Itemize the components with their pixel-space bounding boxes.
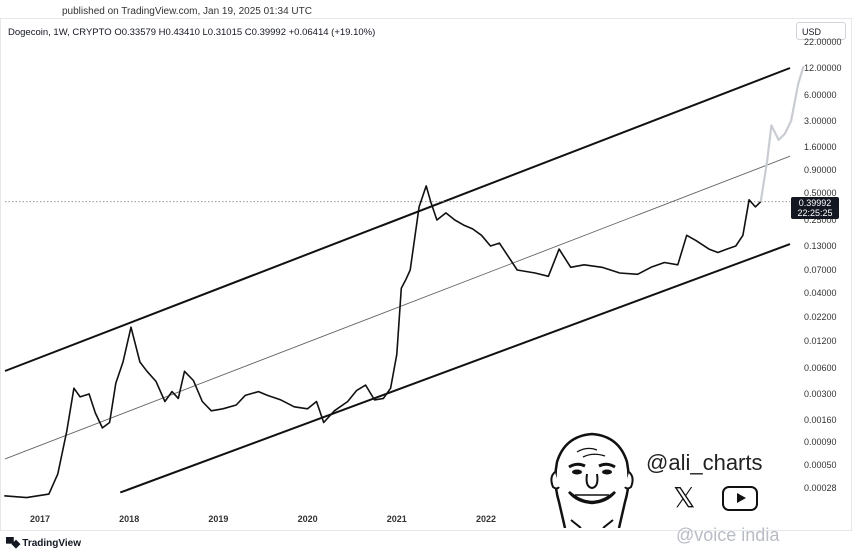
x-tick-label: 2022 (475, 514, 497, 524)
symbol-ohlc-legend: Dogecoin, 1W, CRYPTO O0.33579 H0.43410 L… (8, 27, 375, 38)
y-tick-label: 0.00050 (804, 460, 837, 470)
x-tick-label: 2018 (119, 514, 140, 524)
x-tick-label: 2017 (29, 514, 51, 524)
ohlc-values: O0.33579 H0.43410 L0.31015 C0.39992 +0.0… (114, 27, 376, 38)
price-tag-value: 0.39992 (798, 198, 832, 208)
y-tick-label: 0.00600 (804, 363, 837, 373)
price-tag-countdown: 22:25:25 (797, 208, 833, 218)
y-tick-label: 6.00000 (804, 90, 837, 100)
y-tick-label: 0.50000 (804, 188, 837, 198)
channel-midline (4, 155, 791, 460)
y-tick-label: 12.00000 (804, 63, 842, 73)
y-tick-label: 0.04000 (804, 288, 837, 298)
currency-selector[interactable]: USD (796, 22, 846, 40)
x-tick-label: 2021 (386, 514, 407, 524)
projection-series-line (759, 65, 805, 202)
y-tick-label: 0.07000 (804, 265, 837, 275)
y-tick-label: 0.02200 (804, 312, 837, 322)
y-tick-label: 1.60000 (804, 142, 837, 152)
y-tick-label: 0.90000 (804, 165, 837, 175)
current-price-tag: 0.39992 22:25:25 (791, 197, 839, 219)
author-handle: @ali_charts (646, 450, 763, 475)
publish-info: published on TradingView.com, Jan 19, 20… (62, 6, 312, 17)
caricature-face-icon (550, 432, 634, 528)
x-tick-label: 2020 (297, 514, 318, 524)
y-tick-label: 0.25000 (804, 215, 837, 225)
youtube-play-icon[interactable] (722, 486, 758, 511)
y-tick-label: 0.00090 (804, 437, 837, 447)
footer-brand: TradingView (22, 538, 81, 549)
y-tick-label: 0.13000 (804, 241, 837, 251)
x-tick-label: 2019 (208, 514, 229, 524)
tradingview-logo-icon: ▀◆ (6, 538, 20, 550)
x-logo-icon[interactable]: 𝕏 (673, 481, 696, 514)
y-tick-label: 0.00028 (804, 483, 837, 493)
y-tick-label: 0.00160 (804, 415, 837, 425)
y-tick-label: 0.01200 (804, 336, 837, 346)
y-tick-label: 3.00000 (804, 116, 837, 126)
symbol-label: Dogecoin, 1W, CRYPTO (8, 27, 112, 38)
watermark-text: @voice india (676, 525, 780, 545)
upper-channel (4, 67, 791, 372)
y-tick-label: 0.00300 (804, 389, 837, 399)
y-tick-label: 22.00000 (804, 37, 842, 47)
tradingview-footer[interactable]: ▀◆ TradingView (6, 537, 81, 550)
